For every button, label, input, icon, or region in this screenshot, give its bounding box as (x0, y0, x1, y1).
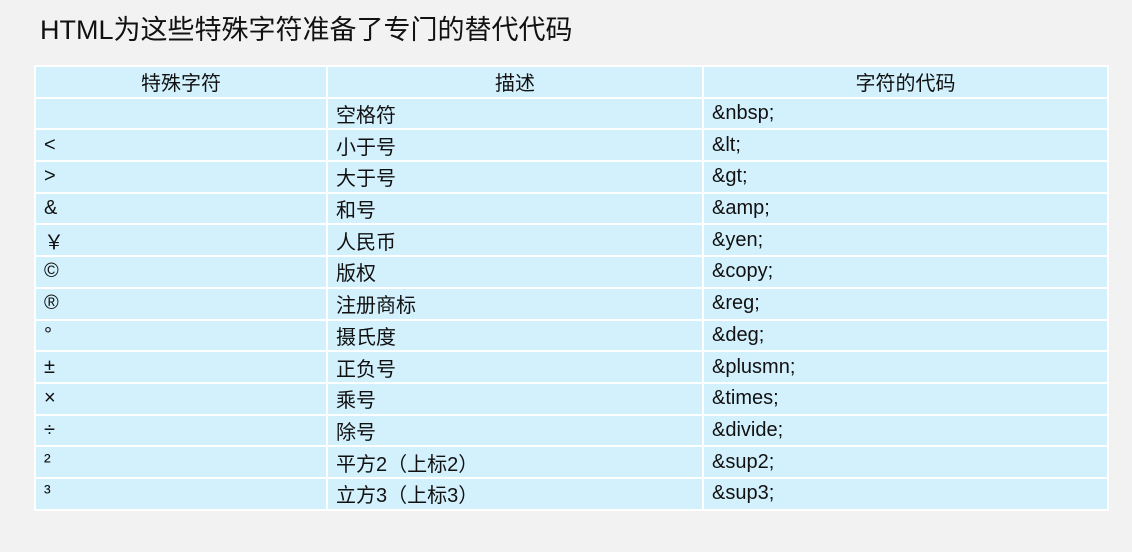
page-title: HTML为这些特殊字符准备了专门的替代代码 (40, 15, 573, 45)
cell-code: &times; (702, 381, 1109, 416)
cell-desc: 版权 (326, 255, 704, 289)
cell-char: ³ (34, 476, 328, 511)
table-row: ± 正负号 &plusmn; (34, 350, 1109, 384)
cell-code: &lt; (702, 128, 1109, 163)
cell-code: &reg; (702, 286, 1109, 321)
cell-char: ÷ (34, 413, 328, 448)
cell-desc: 正负号 (326, 350, 704, 384)
table-row: © 版权 &copy; (34, 255, 1109, 289)
table-row: ￥ 人民币 &yen; (34, 223, 1109, 258)
cell-char: ￥ (34, 223, 328, 258)
cell-code: &plusmn; (702, 350, 1109, 384)
cell-char (34, 96, 328, 131)
cell-desc: 空格符 (326, 96, 704, 131)
cell-char: ² (34, 445, 328, 479)
header-code: 字符的代码 (702, 65, 1109, 99)
table-header-row: 特殊字符 描述 字符的代码 (34, 65, 1109, 99)
cell-desc: 乘号 (326, 381, 704, 416)
table-row: < 小于号 &lt; (34, 128, 1109, 163)
cell-code: &divide; (702, 413, 1109, 448)
header-char: 特殊字符 (34, 65, 328, 99)
cell-code: &amp; (702, 191, 1109, 226)
table-row: 空格符 &nbsp; (34, 96, 1109, 131)
cell-code: &gt; (702, 160, 1109, 194)
special-chars-table: 特殊字符 描述 字符的代码 空格符 &nbsp; < 小于号 &lt; > 大于号 &gt; &… (34, 65, 1109, 511)
cell-char: ± (34, 350, 328, 384)
cell-desc: 注册商标 (326, 286, 704, 321)
cell-char: < (34, 128, 328, 163)
cell-char: > (34, 160, 328, 194)
table-row: & 和号 &amp; (34, 191, 1109, 226)
cell-char: ® (34, 286, 328, 321)
table-row: ° 摄氏度 &deg; (34, 318, 1109, 353)
cell-char: ° (34, 318, 328, 353)
cell-code: &sup3; (702, 476, 1109, 511)
cell-code: &nbsp; (702, 96, 1109, 131)
cell-desc: 除号 (326, 413, 704, 448)
table-row: ² 平方2（上标2） &sup2; (34, 445, 1109, 479)
table-row: × 乘号 &times; (34, 381, 1109, 416)
cell-desc: 和号 (326, 191, 704, 226)
cell-code: &deg; (702, 318, 1109, 353)
table-row: ÷ 除号 &divide; (34, 413, 1109, 448)
cell-desc: 人民币 (326, 223, 704, 258)
cell-char: × (34, 381, 328, 416)
table-row: ® 注册商标 &reg; (34, 286, 1109, 321)
cell-char: & (34, 191, 328, 226)
cell-code: &sup2; (702, 445, 1109, 479)
cell-desc: 立方3（上标3） (326, 476, 704, 511)
cell-code: &copy; (702, 255, 1109, 289)
header-desc: 描述 (326, 65, 704, 99)
cell-desc: 大于号 (326, 160, 704, 194)
table-row: ³ 立方3（上标3） &sup3; (34, 476, 1109, 511)
cell-desc: 小于号 (326, 128, 704, 163)
cell-char: © (34, 255, 328, 289)
cell-desc: 摄氏度 (326, 318, 704, 353)
cell-code: &yen; (702, 223, 1109, 258)
table-row: > 大于号 &gt; (34, 160, 1109, 194)
cell-desc: 平方2（上标2） (326, 445, 704, 479)
